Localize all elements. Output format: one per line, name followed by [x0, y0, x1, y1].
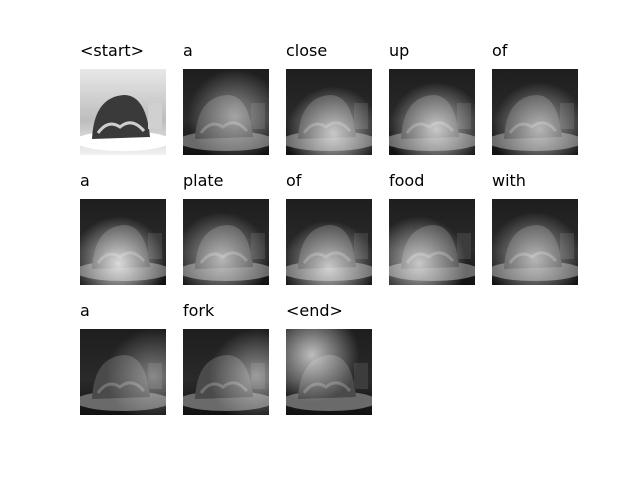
caption-word: close [286, 41, 328, 60]
caption-word: of [492, 41, 508, 60]
attention-map [286, 199, 372, 285]
caption-word: of [286, 171, 302, 190]
caption-word: a [80, 171, 90, 190]
caption-word: fork [183, 301, 215, 320]
attention-map [492, 199, 578, 285]
attention-map [286, 329, 372, 415]
attention-map [183, 329, 269, 415]
attention-map [389, 69, 475, 155]
attention-map [492, 69, 578, 155]
caption-word: with [492, 171, 526, 190]
food-photo [80, 69, 166, 155]
caption-word: food [389, 171, 425, 190]
attention-map [183, 199, 269, 285]
caption-word: plate [183, 171, 224, 190]
caption-word: up [389, 41, 410, 60]
caption-word: a [80, 301, 90, 320]
attention-map [183, 69, 269, 155]
attention-map [80, 329, 166, 415]
attention-map [286, 69, 372, 155]
caption-word: <end> [286, 301, 343, 320]
caption-word: a [183, 41, 193, 60]
attention-map [80, 199, 166, 285]
caption-word: <start> [80, 41, 145, 60]
attention-map [389, 199, 475, 285]
